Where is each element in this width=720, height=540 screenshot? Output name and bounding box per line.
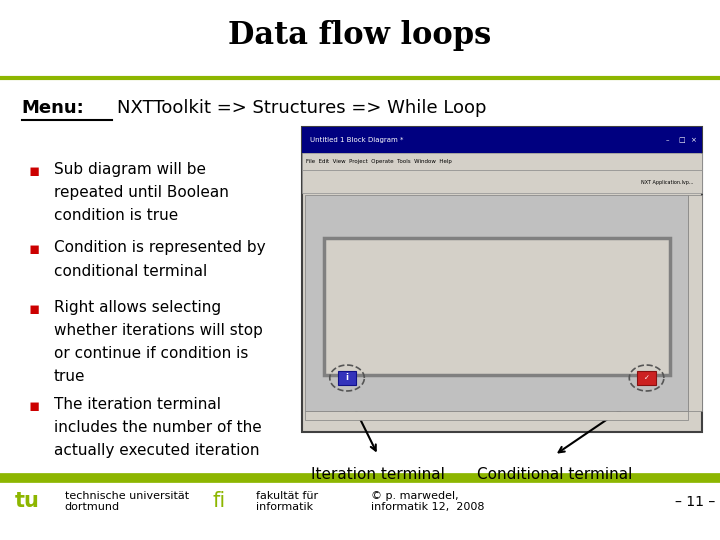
Text: ▪: ▪: [29, 397, 40, 415]
FancyBboxPatch shape: [637, 371, 656, 385]
FancyBboxPatch shape: [688, 195, 702, 411]
Text: or continue if condition is: or continue if condition is: [54, 346, 248, 361]
Text: ▪: ▪: [29, 162, 40, 180]
Text: dortmund: dortmund: [65, 502, 120, 512]
Text: condition is true: condition is true: [54, 208, 179, 224]
FancyBboxPatch shape: [302, 127, 702, 153]
Text: ▪: ▪: [29, 240, 40, 258]
Text: Data flow loops: Data flow loops: [228, 19, 492, 51]
FancyBboxPatch shape: [324, 238, 670, 375]
Text: actually executed iteration: actually executed iteration: [54, 443, 259, 458]
Text: – 11 –: – 11 –: [675, 495, 715, 509]
Text: Condition is represented by: Condition is represented by: [54, 240, 266, 255]
Text: ×: ×: [690, 137, 696, 144]
Text: □: □: [678, 137, 685, 144]
Text: © p. marwedel,: © p. marwedel,: [371, 491, 459, 501]
Text: Right allows selecting: Right allows selecting: [54, 300, 221, 315]
Text: whether iterations will stop: whether iterations will stop: [54, 323, 263, 338]
Text: fakultät für: fakultät für: [256, 491, 318, 501]
FancyBboxPatch shape: [305, 195, 688, 411]
Text: technische universität: technische universität: [65, 491, 189, 501]
Text: Menu:: Menu:: [22, 99, 84, 117]
Text: ✓: ✓: [644, 375, 649, 381]
Text: tu: tu: [15, 490, 40, 511]
Text: informatik 12,  2008: informatik 12, 2008: [371, 502, 485, 512]
Text: File  Edit  View  Project  Operate  Tools  Window  Help: File Edit View Project Operate Tools Win…: [306, 159, 452, 165]
Text: The iteration terminal: The iteration terminal: [54, 397, 221, 412]
FancyBboxPatch shape: [302, 153, 702, 170]
FancyBboxPatch shape: [302, 170, 702, 193]
Text: NXTToolkit => Structures => While Loop: NXTToolkit => Structures => While Loop: [117, 99, 487, 117]
FancyBboxPatch shape: [338, 371, 356, 385]
Text: informatik: informatik: [256, 502, 312, 512]
Text: Untitled 1 Block Diagram *: Untitled 1 Block Diagram *: [310, 137, 403, 144]
Text: i: i: [346, 374, 348, 382]
FancyBboxPatch shape: [302, 127, 702, 432]
Text: Conditional terminal: Conditional terminal: [477, 467, 632, 482]
FancyBboxPatch shape: [305, 411, 688, 420]
Text: repeated until Boolean: repeated until Boolean: [54, 185, 229, 200]
Text: conditional terminal: conditional terminal: [54, 264, 207, 279]
Text: fi: fi: [213, 490, 226, 511]
Text: Iteration terminal: Iteration terminal: [311, 467, 445, 482]
Text: –: –: [666, 137, 670, 144]
Text: includes the number of the: includes the number of the: [54, 420, 262, 435]
Text: ▪: ▪: [29, 300, 40, 318]
Text: NXT Application.lvp...: NXT Application.lvp...: [641, 180, 693, 185]
Text: Sub diagram will be: Sub diagram will be: [54, 162, 206, 177]
Text: true: true: [54, 369, 86, 384]
